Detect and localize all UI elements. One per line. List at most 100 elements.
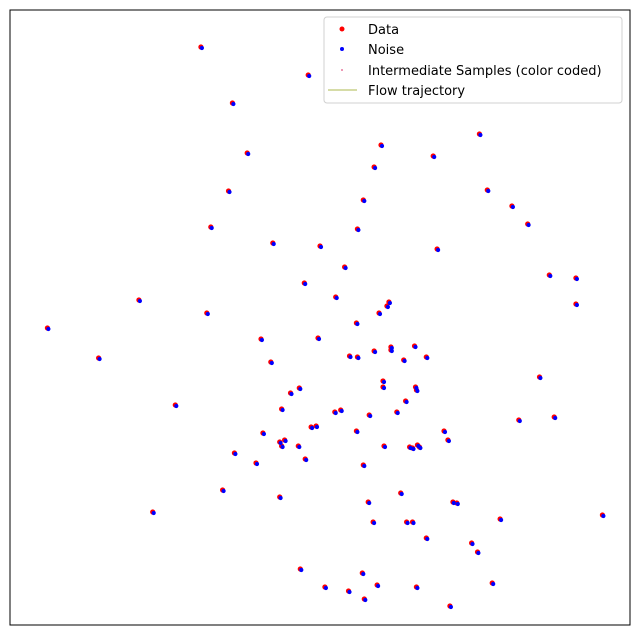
- noise-point: [385, 304, 390, 310]
- noise-point: [451, 500, 456, 506]
- noise-point: [323, 585, 328, 591]
- noise-point: [316, 336, 322, 342]
- noise-point: [376, 583, 381, 589]
- noise-point: [280, 444, 285, 450]
- legend: Data Noise Intermediate Samples (color c…: [323, 16, 623, 104]
- legend-marker-data: [339, 26, 345, 32]
- noise-point: [553, 415, 558, 421]
- noise-point: [348, 354, 353, 360]
- legend-label-noise: Noise: [368, 43, 404, 58]
- noise-point: [404, 399, 409, 405]
- noise-point: [446, 438, 451, 444]
- noise-point: [379, 143, 385, 149]
- noise-point: [367, 500, 372, 506]
- noise-point: [356, 227, 361, 233]
- noise-point: [510, 204, 515, 210]
- noise-point: [307, 73, 312, 79]
- noise-point: [399, 491, 404, 497]
- noise-point: [46, 326, 51, 332]
- noise-point: [373, 165, 378, 171]
- noise-point: [259, 337, 264, 343]
- noise-point: [373, 349, 378, 355]
- noise-point: [231, 101, 236, 107]
- noise-point: [261, 431, 266, 437]
- noise-point: [411, 446, 416, 452]
- noise-point: [372, 520, 377, 526]
- noise-point: [278, 440, 283, 446]
- noise-point: [246, 151, 251, 157]
- noise-point: [303, 281, 308, 287]
- noise-point: [381, 379, 387, 385]
- noise-point: [209, 225, 214, 231]
- noise-point: [470, 541, 475, 547]
- noise-point: [382, 444, 388, 450]
- noise-point: [318, 244, 324, 250]
- noise-point: [361, 571, 366, 577]
- noise-point: [491, 581, 496, 587]
- plot-frame: [9, 9, 631, 626]
- noise-point: [227, 189, 232, 195]
- noise-point: [334, 295, 339, 301]
- noise-point: [205, 311, 210, 317]
- noise-point: [387, 300, 392, 306]
- noise-point: [221, 488, 226, 494]
- noise-point: [304, 457, 309, 463]
- noise-point: [297, 444, 302, 450]
- noise-point: [269, 360, 274, 366]
- noise-point: [476, 550, 481, 556]
- noise-point: [381, 385, 387, 391]
- noise-point: [415, 388, 420, 394]
- noise-point: [448, 604, 453, 610]
- noise-point: [283, 438, 288, 444]
- noise-point: [333, 410, 338, 416]
- noise-point: [368, 413, 373, 419]
- legend-marker-noise: [340, 47, 344, 51]
- noise-point: [363, 597, 368, 603]
- noise-point: [362, 198, 367, 204]
- noise-point: [395, 410, 400, 416]
- noise-point: [278, 495, 283, 501]
- noise-point: [355, 321, 360, 327]
- noise-point: [299, 567, 304, 573]
- noise-point: [298, 386, 303, 392]
- noise-point: [413, 344, 418, 350]
- noise-point: [151, 510, 156, 516]
- noise-point: [97, 356, 102, 362]
- noise-point: [271, 241, 276, 247]
- legend-marker-intermediate: [341, 69, 343, 71]
- noise-point: [289, 391, 294, 397]
- noise-point: [499, 517, 504, 523]
- noise-point: [356, 355, 361, 361]
- noise-point: [310, 425, 315, 431]
- noise-point: [355, 429, 360, 435]
- legend-label-data: Data: [368, 23, 399, 38]
- noise-point: [526, 222, 531, 228]
- noise-point: [402, 358, 407, 364]
- noise-point: [254, 461, 260, 467]
- noise-point: [347, 589, 352, 595]
- noise-point: [574, 302, 580, 308]
- noise-point: [436, 247, 441, 253]
- noise-point: [389, 345, 394, 351]
- legend-box: [323, 16, 623, 104]
- noise-point: [137, 298, 142, 304]
- legend-label-intermediate: Intermediate Samples (color coded): [368, 64, 602, 79]
- noise-point: [233, 451, 238, 457]
- noise-point: [280, 407, 285, 413]
- noise-point: [425, 536, 430, 542]
- noise-point: [411, 520, 416, 526]
- noise-point: [486, 188, 491, 194]
- noise-point: [405, 520, 410, 526]
- noise-point: [174, 403, 179, 409]
- noise-point: [362, 463, 367, 469]
- noise-point: [314, 424, 320, 430]
- noise-point: [442, 429, 448, 435]
- noise-point: [432, 154, 437, 160]
- noise-point: [389, 348, 394, 354]
- noise-point: [517, 418, 522, 424]
- noise-point: [538, 375, 543, 381]
- noise-point: [343, 265, 348, 271]
- noise-point: [415, 585, 420, 591]
- noise-point: [425, 355, 430, 361]
